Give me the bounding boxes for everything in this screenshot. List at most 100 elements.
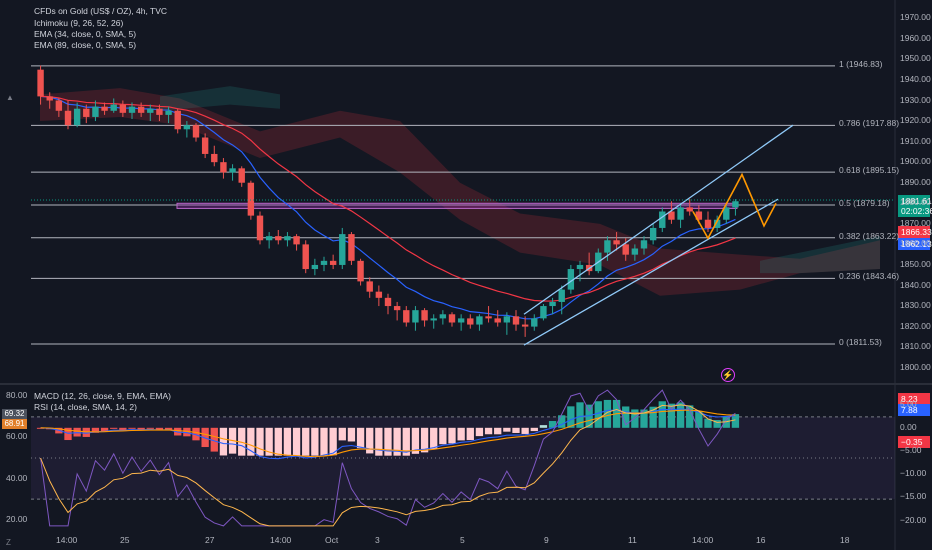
projection-zigzag	[692, 172, 777, 240]
price-tick-label: 1900.00	[900, 156, 931, 167]
lightning-event-icon[interactable]: ⚡	[721, 368, 735, 382]
candle-body	[668, 211, 675, 220]
channel-upper-line	[523, 124, 794, 315]
candle-body	[677, 207, 684, 220]
time-tick-label: 11	[628, 535, 637, 545]
ema89-legend[interactable]: EMA (89, close, 0, SMA, 5)	[34, 40, 137, 50]
macd-histogram-bar	[484, 427, 493, 435]
macd-histogram-bar	[210, 427, 218, 452]
time-tick-label: 14:00	[56, 535, 78, 545]
candle-body	[83, 108, 90, 117]
candle-body	[284, 236, 291, 241]
candle-body	[649, 227, 657, 241]
fib-level-label: 0.786 (1917.88)	[839, 118, 900, 129]
ichimoku-cloud-bear	[40, 88, 880, 296]
price-tick-label: 1830.00	[900, 300, 931, 311]
candle-body	[375, 291, 383, 298]
macd-legend[interactable]: MACD (12, 26, close, 9, EMA, EMA)	[34, 391, 171, 401]
macd-tick-label: −20.00	[900, 514, 927, 525]
chart-title: CFDs on Gold (US$ / OZ), 4h, TVC	[34, 6, 168, 16]
macd-tick-label: 0.00	[900, 421, 917, 432]
candle-body	[704, 219, 712, 228]
candle-body	[174, 110, 181, 130]
candle-body	[512, 316, 520, 325]
macd-histogram-bar	[731, 414, 740, 428]
price-tick-label: 1960.00	[900, 32, 931, 43]
candle-body	[521, 324, 529, 327]
macd-histogram-bar	[558, 415, 566, 428]
price-tick-label: 1950.00	[900, 53, 931, 64]
macd-histogram-bar	[466, 427, 474, 441]
candle-body	[201, 137, 209, 154]
candle-body	[467, 318, 474, 325]
time-tick-label: Oct	[325, 535, 339, 545]
candle-body	[229, 168, 236, 173]
time-tick-label: 25	[120, 535, 130, 545]
macd-histogram-bar	[164, 427, 173, 430]
candle-body	[55, 100, 63, 111]
candle-body	[320, 260, 328, 265]
last-price-value: 1881.61	[901, 196, 932, 206]
candle-body	[211, 153, 218, 163]
candle-body	[128, 106, 136, 113]
macd-tick-label: −15.00	[900, 491, 927, 502]
candle-body	[302, 244, 309, 270]
macd-histogram-bar	[622, 406, 630, 428]
collapse-arrow-icon[interactable]: ▲	[6, 93, 14, 102]
ema89-price-tag: 1866.33	[898, 226, 932, 238]
macd-tick-label: −10.00	[900, 468, 927, 479]
macd-histogram-bar	[91, 427, 100, 433]
zoom-z-icon[interactable]: Z	[6, 538, 11, 547]
candle-body	[256, 215, 264, 241]
macd-histogram-bar	[567, 406, 575, 428]
price-tick-label: 1820.00	[900, 320, 931, 331]
rsi-line	[40, 389, 736, 527]
macd-histogram-bar	[265, 427, 273, 456]
macd-histogram-bar	[439, 427, 447, 445]
rsi-value-tag: 69.32	[2, 409, 27, 419]
ichimoku-legend[interactable]: Ichimoku (9, 26, 52, 26)	[34, 18, 124, 28]
ema34-legend[interactable]: EMA (34, close, 0, SMA, 5)	[34, 29, 137, 39]
candle-body	[485, 316, 492, 319]
macd-histogram-bar	[247, 427, 255, 456]
macd-histogram-bar	[658, 401, 666, 428]
price-tick-label: 1860.00	[900, 238, 931, 249]
price-tick-label: 1970.00	[900, 12, 931, 23]
macd-histogram-bar	[594, 401, 602, 428]
candle-body	[723, 207, 730, 220]
price-tick-label: 1910.00	[900, 135, 931, 146]
candle-body	[631, 248, 639, 255]
price-tick-label: 1940.00	[900, 73, 931, 84]
rsi-legend[interactable]: RSI (14, close, SMA, 14, 2)	[34, 402, 137, 412]
candle-body	[357, 260, 364, 282]
macd-histogram-bar	[503, 427, 511, 432]
macd-histogram-bar	[649, 406, 657, 428]
candle-body	[275, 236, 282, 241]
price-tick-label: 1880.00	[900, 197, 931, 208]
macd-histogram-bar	[356, 427, 365, 449]
macd-histogram-bar	[320, 427, 328, 456]
macd-histogram-bar	[631, 409, 639, 428]
fib-level-label: 0.382 (1863.22)	[839, 230, 900, 241]
time-tick-label: 14:00	[692, 535, 714, 545]
candle-body	[46, 96, 53, 101]
candle-body	[156, 108, 163, 115]
ichimoku-cloud-bull-early	[160, 86, 280, 111]
candle-body	[265, 236, 273, 241]
candle-body	[567, 269, 575, 290]
candle-body	[494, 318, 501, 323]
candle-body	[604, 240, 611, 253]
rsi-tick-label: 20.00	[6, 513, 28, 524]
time-tick-label: 9	[544, 535, 549, 545]
candle-body	[192, 125, 200, 138]
candle-body	[412, 310, 419, 323]
candle-body	[110, 104, 117, 111]
macd-histogram-bar	[411, 427, 420, 454]
macd-histogram-bar	[329, 427, 337, 456]
channel-lower-line	[523, 198, 779, 346]
candle-body	[558, 289, 565, 302]
price-tick-label: 1890.00	[900, 176, 931, 187]
rsi-ma-value-tag: 68.91	[2, 419, 27, 429]
